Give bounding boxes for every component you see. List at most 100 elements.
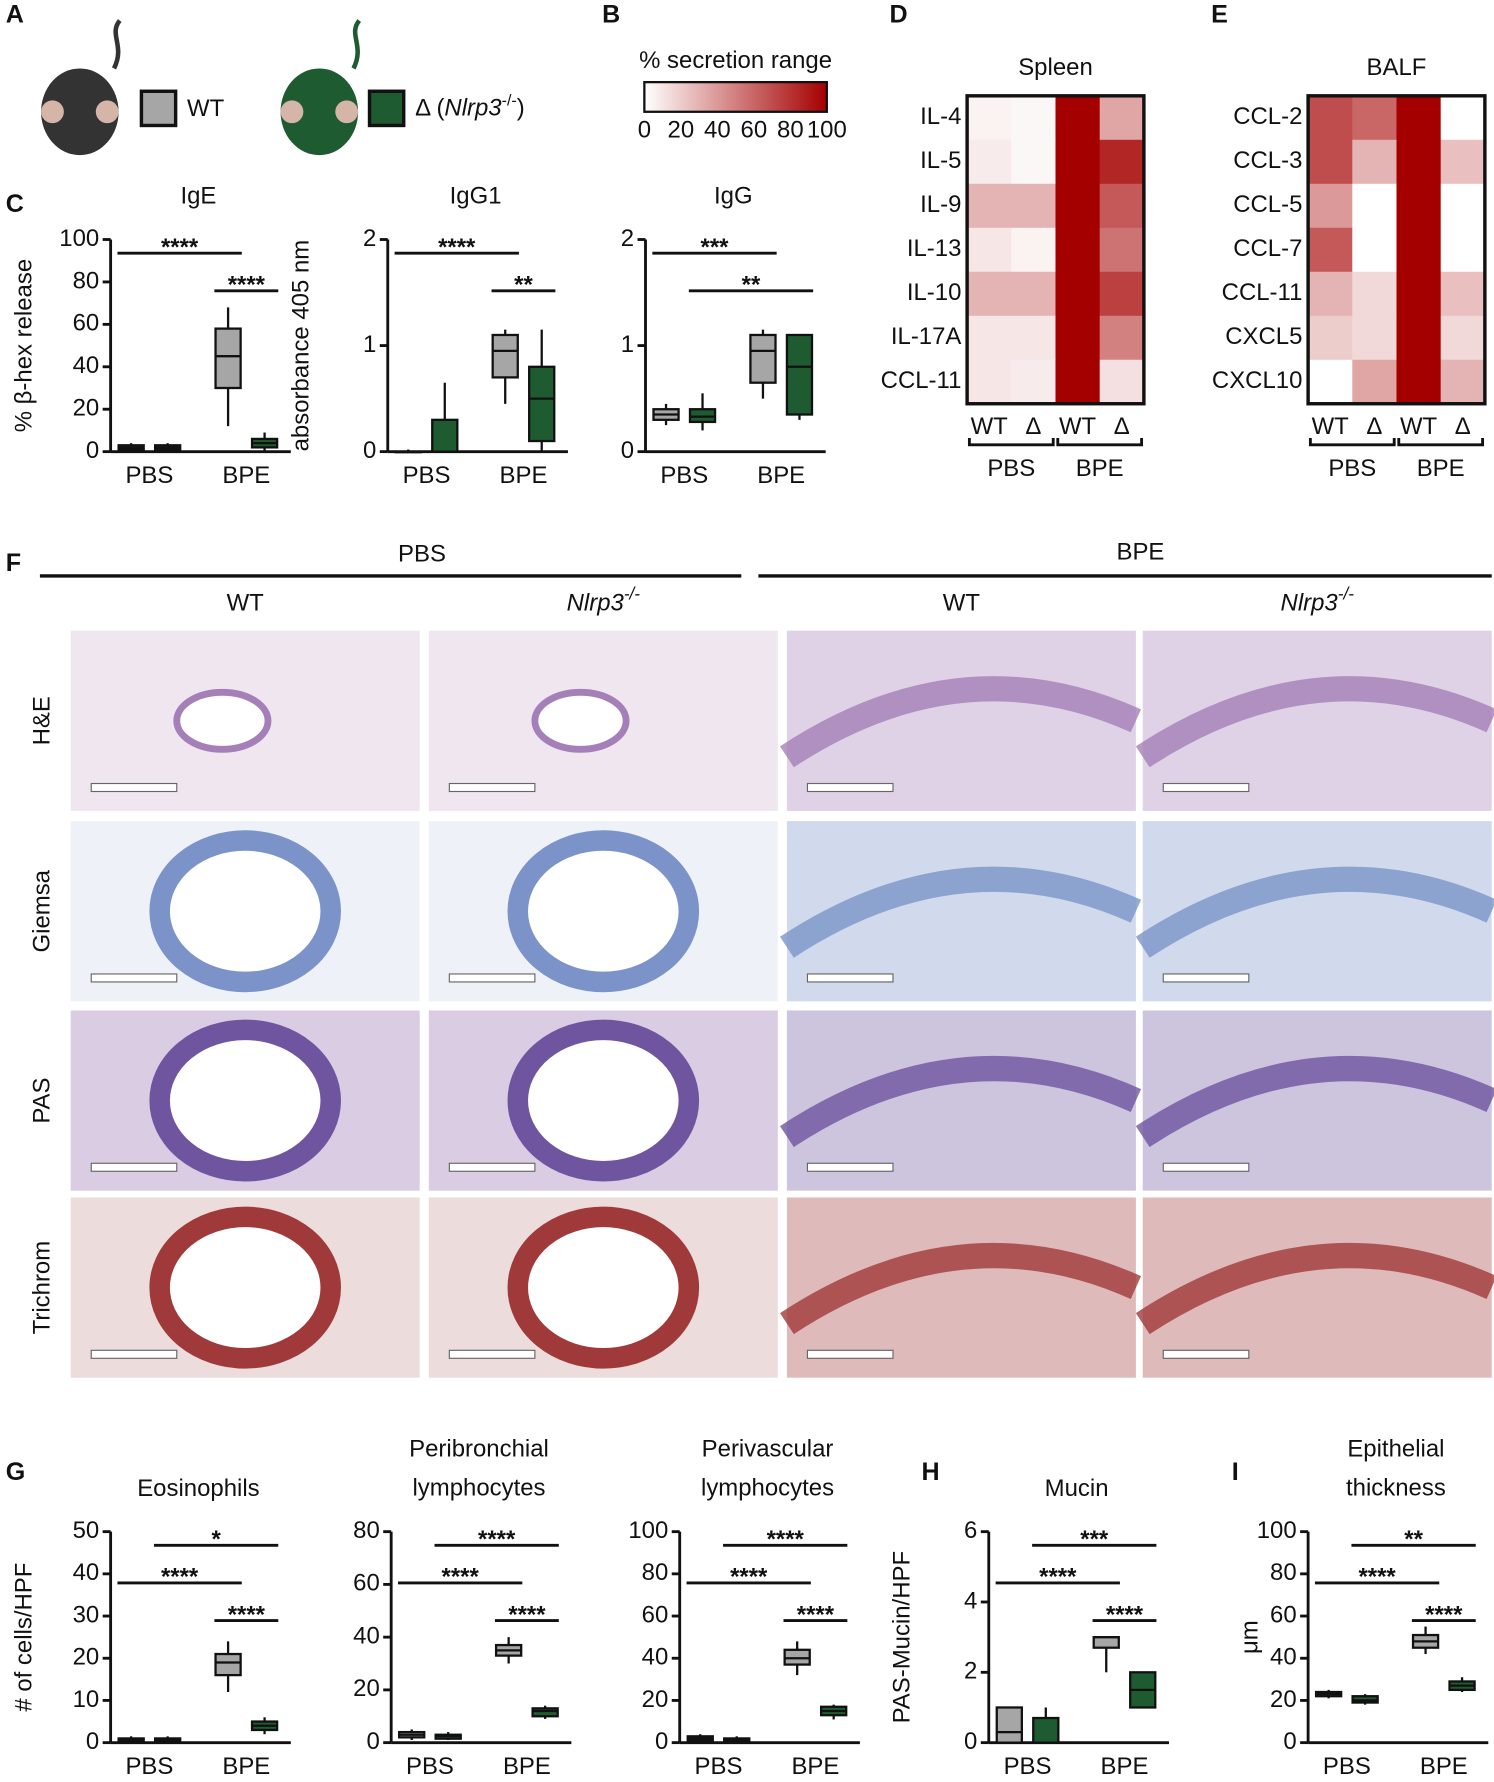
heatmap-cell xyxy=(1099,95,1145,141)
scale-bar xyxy=(90,1349,178,1359)
row-label: IL-17A xyxy=(891,323,962,350)
y-tick-label: 40 xyxy=(642,1644,669,1671)
y-tick-label: 20 xyxy=(73,1644,100,1671)
heatmap-cell xyxy=(1099,183,1145,229)
genotype-label: WT xyxy=(227,590,265,617)
y-tick-label: 0 xyxy=(621,437,634,464)
heatmap-cell xyxy=(1440,139,1486,185)
x-tick-label: PBS xyxy=(695,1753,743,1780)
heatmap-border xyxy=(965,94,1146,406)
row-label: IL-10 xyxy=(907,279,962,306)
airway xyxy=(173,688,272,753)
legend-label: -/- xyxy=(502,92,517,109)
panel-label: E xyxy=(1211,1,1228,29)
y-tick-label: 2 xyxy=(964,1658,977,1685)
panel-label: C xyxy=(6,190,24,218)
genotype-label: WT xyxy=(943,590,981,617)
scale-bar xyxy=(806,782,894,793)
scale-bar xyxy=(1162,782,1250,793)
genotype-label: Nlrp3 xyxy=(1281,590,1339,617)
chart-title: Epithelial thickness xyxy=(1346,1436,1446,1502)
row-label: CCL-11 xyxy=(881,367,962,394)
heatmap-cell xyxy=(1055,139,1101,185)
airway xyxy=(149,1206,341,1369)
heatmap-cell xyxy=(967,183,1012,229)
row-label: CCL-7 xyxy=(1233,235,1302,262)
heatmap-cell xyxy=(1396,183,1442,229)
epithelium xyxy=(1135,1056,1494,1148)
heatmap-cell xyxy=(1352,227,1398,273)
chart-title: Perivascular lymphocytes xyxy=(701,1436,834,1502)
epithelium xyxy=(780,866,1142,958)
significance-label: **** xyxy=(478,1526,516,1553)
heatmap-cell xyxy=(1011,359,1057,405)
group-label: BPE xyxy=(1076,455,1124,482)
group-bracket xyxy=(1308,437,1396,447)
y-tick-label: 80 xyxy=(73,267,100,294)
x-tick-label: BPE xyxy=(222,1753,270,1780)
heatmap-cell xyxy=(1440,183,1486,229)
y-tick-label: 20 xyxy=(1270,1686,1297,1713)
heatmap-cell xyxy=(1055,183,1101,229)
y-tick-label: 2 xyxy=(363,225,376,252)
airway xyxy=(149,1019,341,1182)
group-label: BPE xyxy=(1417,455,1465,482)
y-axis-label: # of cells/HPF xyxy=(10,1563,37,1712)
row-label: CCL-11 xyxy=(1222,279,1303,306)
chart-title: IgE xyxy=(180,183,216,210)
stain-label: Trichrom xyxy=(29,1241,56,1335)
heatmap-cell xyxy=(1308,271,1353,317)
y-tick-label: 30 xyxy=(73,1601,100,1628)
heatmap-cell xyxy=(1396,139,1442,185)
legend-label: Nlrp3 xyxy=(444,95,502,122)
y-tick-label: 0 xyxy=(964,1728,977,1755)
group-label: PBS xyxy=(398,541,446,568)
y-tick-label: 0 xyxy=(363,437,376,464)
y-axis-label: % β-hex release xyxy=(10,259,37,432)
group-label: BPE xyxy=(1117,538,1165,565)
heatmap-cell xyxy=(1308,359,1353,405)
scale-bar xyxy=(448,1349,536,1359)
y-tick-label: 6 xyxy=(964,1517,977,1544)
heatmap-cell xyxy=(967,139,1012,185)
heatmap-cell xyxy=(967,271,1012,317)
group-bracket xyxy=(1056,437,1144,447)
epithelium xyxy=(1135,1243,1494,1335)
box xyxy=(995,1706,1023,1744)
scale-bar xyxy=(1162,1349,1250,1359)
box xyxy=(749,333,777,384)
colorbar xyxy=(643,80,828,113)
significance-label: **** xyxy=(438,234,476,261)
legend-label: WT xyxy=(187,95,225,122)
scale-bar xyxy=(806,1349,894,1359)
heatmap-cell xyxy=(1055,359,1101,405)
stain-label: H&E xyxy=(29,696,56,745)
heatmap-cell xyxy=(1352,315,1398,361)
significance-label: **** xyxy=(228,272,266,299)
chart-title: Mucin xyxy=(1045,1475,1109,1502)
x-tick-label: PBS xyxy=(1004,1753,1052,1780)
y-tick-label: 60 xyxy=(73,310,100,337)
significance-label: **** xyxy=(161,1564,199,1591)
heatmap-cell xyxy=(1308,183,1353,229)
y-tick-label: 20 xyxy=(353,1675,380,1702)
heatmap-cell xyxy=(1352,95,1398,141)
panel-label: B xyxy=(602,1,620,29)
significance-label: ** xyxy=(742,272,761,299)
significance-label: **** xyxy=(1039,1564,1077,1591)
heatmap-cell xyxy=(1099,315,1145,361)
group-bracket xyxy=(1397,437,1485,447)
y-tick-label: 0 xyxy=(655,1728,668,1755)
heatmap-cell xyxy=(1440,271,1486,317)
column-label: WT xyxy=(1400,413,1438,440)
epithelium xyxy=(1135,866,1494,958)
genotype-label: Nlrp3-/- xyxy=(1281,584,1355,616)
scale-bar xyxy=(90,973,178,983)
column-label: WT xyxy=(1312,413,1350,440)
y-tick-label: 60 xyxy=(642,1601,669,1628)
panel-label: H xyxy=(921,1458,939,1486)
y-tick-label: 10 xyxy=(73,1686,100,1713)
row-label: CCL-2 xyxy=(1233,103,1302,130)
heatmap-cell xyxy=(1396,95,1442,141)
scale-bar xyxy=(806,973,894,983)
